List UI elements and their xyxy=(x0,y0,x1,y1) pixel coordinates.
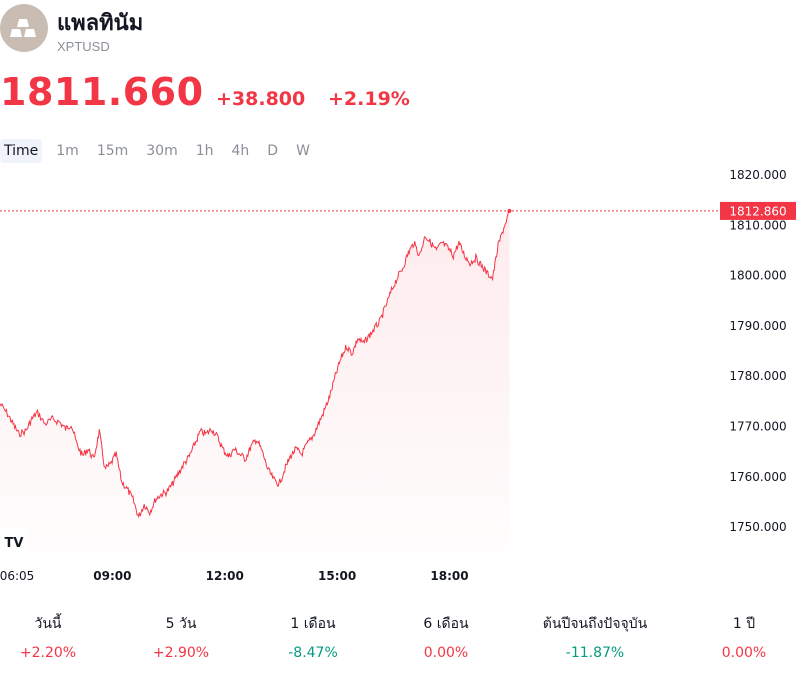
period-value: -11.87% xyxy=(565,645,625,661)
y-tick-label: 1760.000 xyxy=(729,470,786,484)
performance-periods: วันนี้ +2.20% 5 วัน +2.90% 1 เดือน -8.47… xyxy=(0,612,800,672)
period-value: 0.00% xyxy=(423,645,469,661)
period-value: 0.00% xyxy=(721,645,767,661)
tab-15m[interactable]: 15m xyxy=(96,143,129,159)
y-tick-label: 1750.000 xyxy=(729,520,786,534)
tab-4h[interactable]: 4h xyxy=(231,143,250,159)
last-price-tag xyxy=(720,201,796,220)
period-ytd[interactable]: ต้นปีจนถึงปัจจุบัน -11.87% xyxy=(525,612,665,664)
x-tick-label: 09:00 xyxy=(93,569,131,583)
period-value: -8.47% xyxy=(288,645,338,661)
symbol-header: แพลทินัม XPTUSD xyxy=(0,0,800,66)
tradingview-logo-badge xyxy=(1,529,27,553)
period-value: +2.20% xyxy=(19,645,77,661)
period-label: 1 เดือน xyxy=(290,616,336,632)
period-label: ต้นปีจนถึงปัจจุบัน xyxy=(542,616,648,632)
price-area xyxy=(0,210,510,552)
symbol-ticker: XPTUSD xyxy=(57,39,110,54)
period-label: 6 เดือน xyxy=(423,616,469,632)
x-tick-label: 12:00 xyxy=(206,569,244,583)
period-value: +2.90% xyxy=(152,645,210,661)
x-tick-label: 18:00 xyxy=(430,569,468,583)
price-change-percent: +2.19% xyxy=(328,88,410,110)
tab-1h[interactable]: 1h xyxy=(195,143,214,159)
x-tick-label: 06:05 xyxy=(0,569,34,583)
period-1-month[interactable]: 1 เดือน -8.47% xyxy=(243,612,383,664)
x-tick-label: 15:00 xyxy=(318,569,356,583)
y-tick-label: 1810.000 xyxy=(729,218,786,232)
period-1-year[interactable]: 1 ปี 0.00% xyxy=(674,612,800,664)
y-tick-label: 1790.000 xyxy=(729,319,786,333)
last-price: 1811.660 xyxy=(0,70,204,114)
y-tick-label: 1770.000 xyxy=(729,420,786,434)
period-6-months[interactable]: 6 เดือน 0.00% xyxy=(376,612,516,664)
period-today[interactable]: วันนี้ +2.20% xyxy=(0,612,118,664)
period-5-days[interactable]: 5 วัน +2.90% xyxy=(111,612,251,664)
tab-w[interactable]: W xyxy=(296,143,310,159)
tradingview-logo: TV xyxy=(5,536,24,551)
tab-30m[interactable]: 30m xyxy=(146,143,178,159)
y-tick-label: 1780.000 xyxy=(729,369,786,383)
price-chart[interactable]: 1812.860 1750.000 1760.000 1770.000 1780.000… xyxy=(0,160,800,592)
timeframe-tabs: Time 1m 15m 30m 1h 4h D W xyxy=(0,138,324,164)
symbol-title: แพลทินัม xyxy=(57,11,144,36)
tab-d[interactable]: D xyxy=(267,143,279,159)
last-price-marker xyxy=(507,208,512,213)
last-price-label: 1812.860 xyxy=(729,204,786,218)
period-label: 1 ปี xyxy=(732,616,756,632)
period-label: 5 วัน xyxy=(165,616,197,632)
platinum-bars-icon xyxy=(0,4,48,52)
price-change: +38.800 xyxy=(216,88,306,110)
y-tick-label: 1820.000 xyxy=(729,168,786,182)
price-line xyxy=(0,210,510,519)
tab-time[interactable]: Time xyxy=(0,139,43,163)
period-label: วันนี้ xyxy=(34,616,62,632)
tab-1m[interactable]: 1m xyxy=(56,143,79,159)
y-tick-label: 1800.000 xyxy=(729,269,786,283)
